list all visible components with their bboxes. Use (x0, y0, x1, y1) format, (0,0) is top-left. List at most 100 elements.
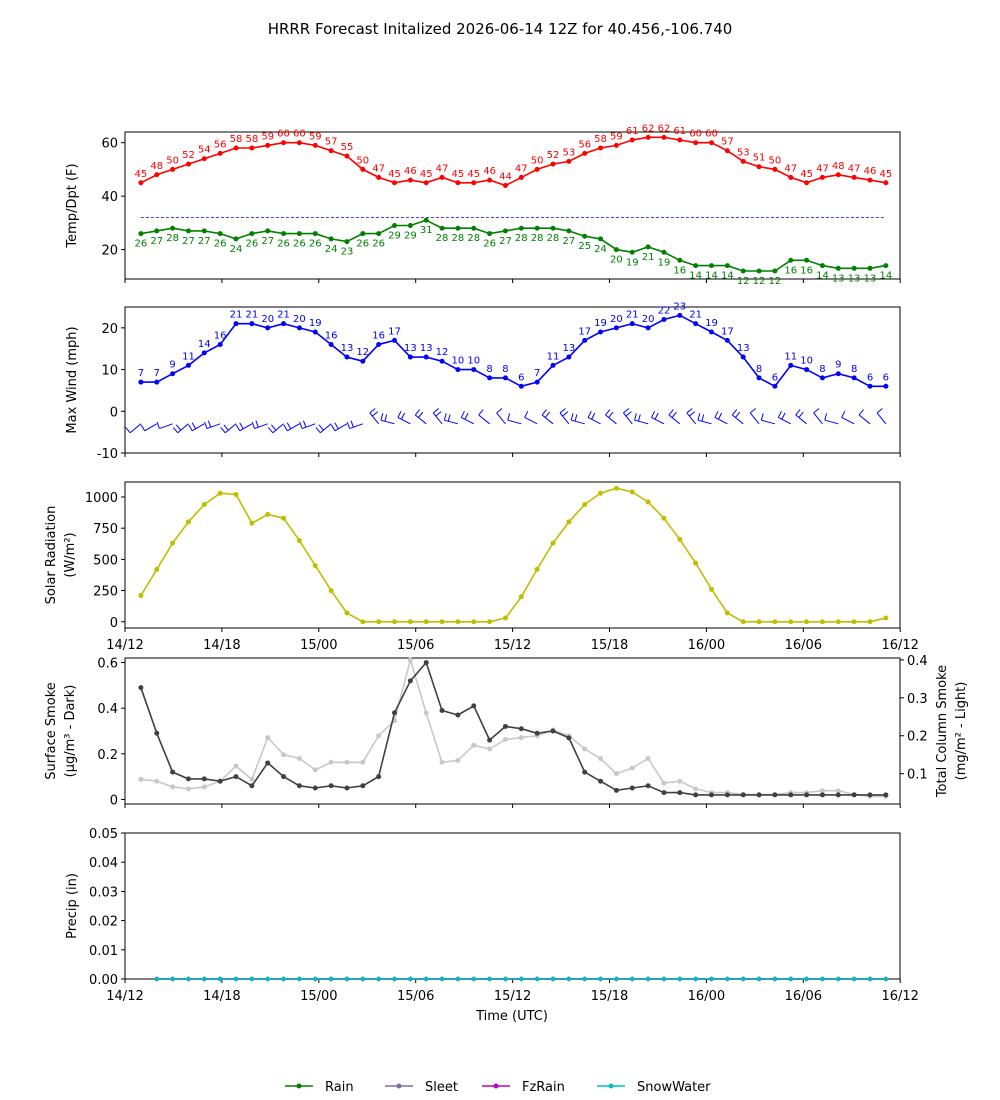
wind-barb-flag (267, 427, 274, 434)
temp-data-label: 62 (642, 123, 655, 134)
solar-radiation-point (502, 615, 508, 621)
wind-barb-flag (605, 409, 611, 416)
temp-point (423, 180, 429, 186)
temp-point (233, 145, 239, 151)
dewpoint-point (185, 228, 191, 234)
solar-radiation-point (534, 566, 540, 572)
dewpoint-data-label: 26 (293, 239, 306, 250)
surface-smoke-point (360, 783, 366, 789)
precip-snowwater-point (867, 976, 873, 982)
temp-data-label: 45 (420, 169, 433, 180)
max-wind-data-label: 21 (689, 310, 702, 321)
precip-snowwater-point (582, 976, 587, 982)
wind-barb-shaft (432, 412, 443, 425)
max-wind-data-label: 17 (388, 326, 401, 337)
legend-marker-snowwater (608, 1083, 614, 1089)
dewpoint-data-label: 27 (198, 236, 211, 247)
temp-point (344, 153, 350, 159)
y-tick-label: 0.00 (89, 973, 118, 988)
precip-snowwater-point (661, 976, 667, 982)
wind-barb-flag (380, 413, 384, 421)
max-wind-point (471, 367, 477, 373)
temp-data-label: 50 (356, 155, 369, 166)
column-smoke-point (328, 759, 334, 765)
wind-barb-flag (283, 424, 288, 432)
wind-barb-flag (346, 421, 351, 429)
dewpoint-point (582, 233, 588, 239)
solar-radiation-point (582, 501, 588, 507)
temp-point (613, 142, 619, 148)
solar-radiation-point (851, 619, 857, 625)
temp-point (772, 166, 778, 172)
x-tick-label: 16/06 (785, 989, 822, 1004)
precip-snowwater-point (487, 976, 492, 982)
max-wind-data-label: 8 (486, 364, 492, 375)
max-wind-point (772, 383, 778, 389)
temp-data-label: 58 (230, 134, 243, 145)
y-tick-label: 10 (101, 364, 118, 379)
x-tick-label: 15/12 (494, 989, 531, 1004)
precip-snowwater-point (439, 976, 445, 982)
dewpoint-data-label: 26 (309, 239, 322, 250)
max-wind-data-label: 14 (198, 339, 211, 350)
precip-snowwater-point (614, 976, 619, 982)
temp-point (661, 134, 667, 140)
max-wind-data-label: 13 (737, 343, 750, 354)
temp-point (677, 137, 683, 143)
wind-barb-shaft (507, 419, 522, 425)
wind-barb-flag (397, 410, 402, 418)
temp-data-label: 46 (483, 166, 496, 177)
wind-barb-flag (760, 413, 764, 421)
wind-barb-shaft (559, 412, 570, 425)
wind-barb-shaft (668, 414, 681, 425)
max-wind-data-label: 21 (277, 310, 290, 321)
y-tick-label: 0 (110, 616, 118, 631)
dewpoint-data-label: 14 (705, 271, 718, 282)
wind-barb (858, 409, 871, 425)
temp-point (265, 142, 271, 148)
dewpoint-data-label: 29 (388, 231, 401, 242)
temp-data-label: 56 (214, 139, 227, 150)
surface-smoke-point (392, 710, 397, 716)
precip-snowwater-point (186, 976, 191, 982)
max-wind-data-label: 6 (772, 372, 778, 383)
precip-snowwater-point (202, 976, 207, 982)
dewpoint-point (265, 228, 271, 234)
column-smoke-point (360, 759, 366, 765)
column-smoke-point (407, 657, 413, 663)
solar-radiation-point (407, 619, 413, 625)
wind-barb-shaft (541, 414, 554, 425)
dewpoint-data-label: 26 (245, 239, 258, 250)
dewpoint-data-label: 26 (483, 239, 496, 250)
temp-point (201, 156, 207, 162)
wind-barb-shaft (824, 419, 839, 425)
y-tick-label: 0.05 (89, 827, 118, 842)
max-wind-point (534, 379, 540, 385)
temp-data-label: 52 (547, 150, 560, 161)
wind-barb-shaft (778, 416, 791, 425)
max-wind-point (138, 379, 144, 385)
max-wind-data-label: 17 (721, 326, 734, 337)
legend-label-snowwater: SnowWater (637, 1080, 711, 1095)
max-wind-point (693, 321, 699, 327)
y2-axis-label-line: (mg/m² - Light) (954, 682, 969, 781)
wind-barb-shaft (697, 419, 712, 425)
wind-barb (397, 410, 411, 425)
column-smoke-point (312, 767, 318, 773)
column-smoke-point (423, 710, 429, 716)
y2-axis-label-line: Total Column Smoke (935, 665, 950, 798)
temp-data-label: 44 (499, 171, 512, 182)
temp-point (487, 177, 493, 183)
surface-smoke-point (407, 678, 413, 684)
temp-data-label: 48 (150, 161, 163, 172)
precip-snowwater-point (376, 976, 381, 982)
max-wind-data-label: 11 (547, 351, 560, 362)
temp-point (392, 180, 397, 186)
column-smoke-point (455, 757, 461, 763)
wind-barb-shaft (841, 416, 855, 425)
max-wind-data-label: 13 (420, 343, 433, 354)
dewpoint-point (677, 257, 683, 263)
wind-barb-flag (400, 412, 406, 420)
max-wind-data-label: 10 (452, 356, 465, 367)
surface-smoke-point (883, 792, 889, 798)
